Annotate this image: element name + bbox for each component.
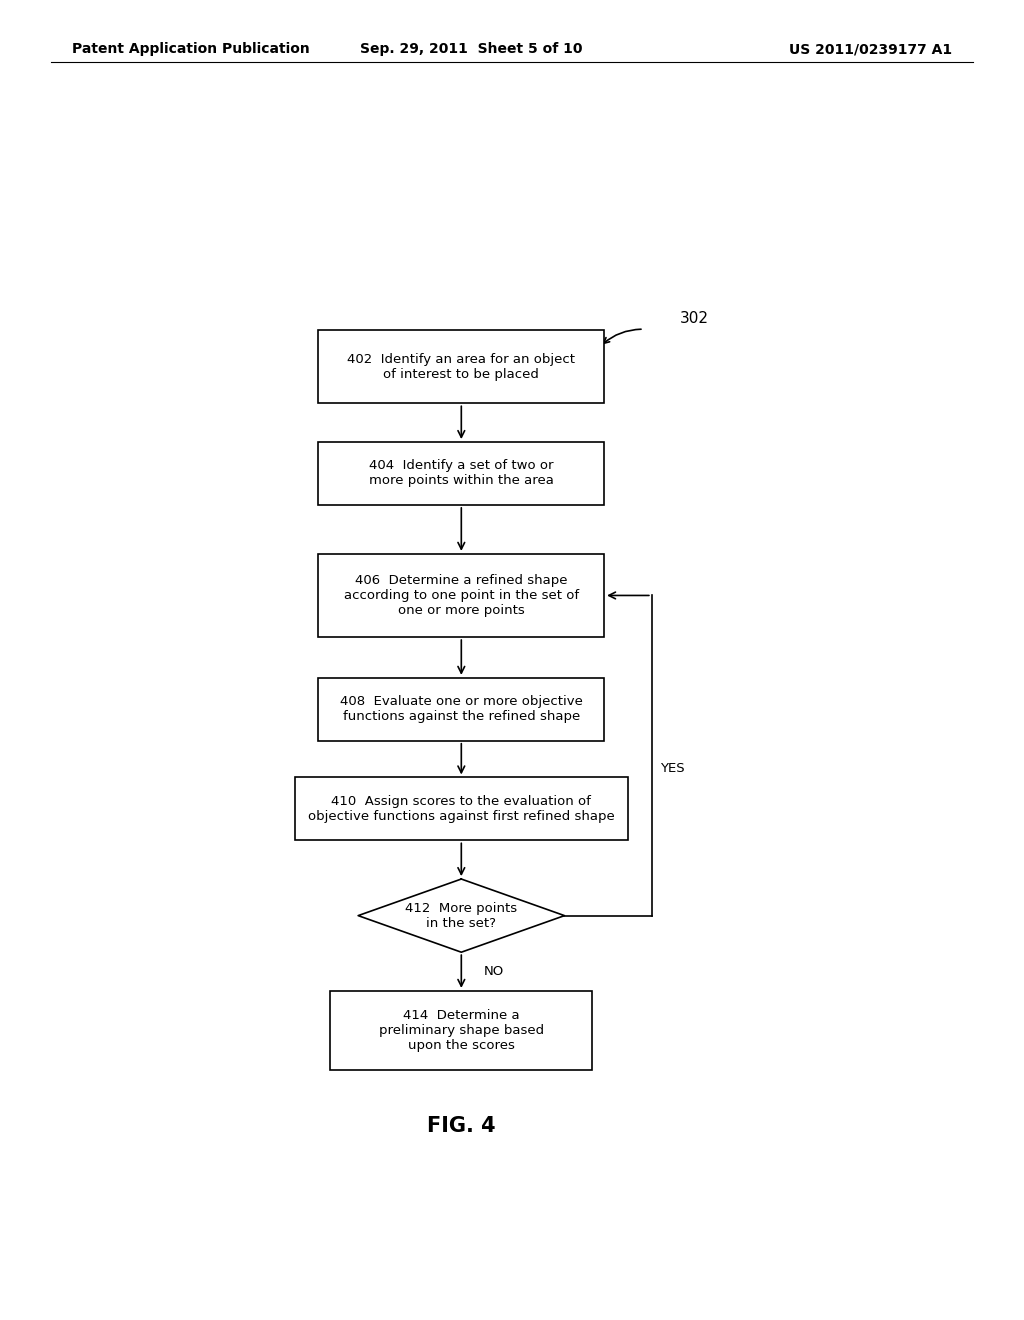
Text: 302: 302	[680, 312, 709, 326]
Text: 402  Identify an area for an object
of interest to be placed: 402 Identify an area for an object of in…	[347, 352, 575, 380]
Text: FIG. 4: FIG. 4	[427, 1115, 496, 1137]
Text: YES: YES	[659, 762, 684, 775]
Bar	[318, 330, 604, 404]
Polygon shape	[358, 879, 564, 952]
Bar	[318, 442, 604, 506]
Bar	[318, 677, 604, 741]
Text: 404  Identify a set of two or
more points within the area: 404 Identify a set of two or more points…	[369, 459, 554, 487]
Bar	[318, 554, 604, 638]
Text: 406  Determine a refined shape
according to one point in the set of
one or more : 406 Determine a refined shape according …	[344, 574, 579, 616]
Text: US 2011/0239177 A1: US 2011/0239177 A1	[790, 42, 952, 57]
Bar	[295, 777, 628, 841]
Text: 412  More points
in the set?: 412 More points in the set?	[406, 902, 517, 929]
Text: 410  Assign scores to the evaluation of
objective functions against first refine: 410 Assign scores to the evaluation of o…	[308, 795, 614, 822]
Text: NO: NO	[483, 965, 504, 978]
Text: Sep. 29, 2011  Sheet 5 of 10: Sep. 29, 2011 Sheet 5 of 10	[359, 42, 583, 57]
Text: 408  Evaluate one or more objective
functions against the refined shape: 408 Evaluate one or more objective funct…	[340, 696, 583, 723]
Text: Patent Application Publication: Patent Application Publication	[72, 42, 309, 57]
Text: 414  Determine a
preliminary shape based
upon the scores: 414 Determine a preliminary shape based …	[379, 1008, 544, 1052]
Bar	[331, 991, 592, 1071]
